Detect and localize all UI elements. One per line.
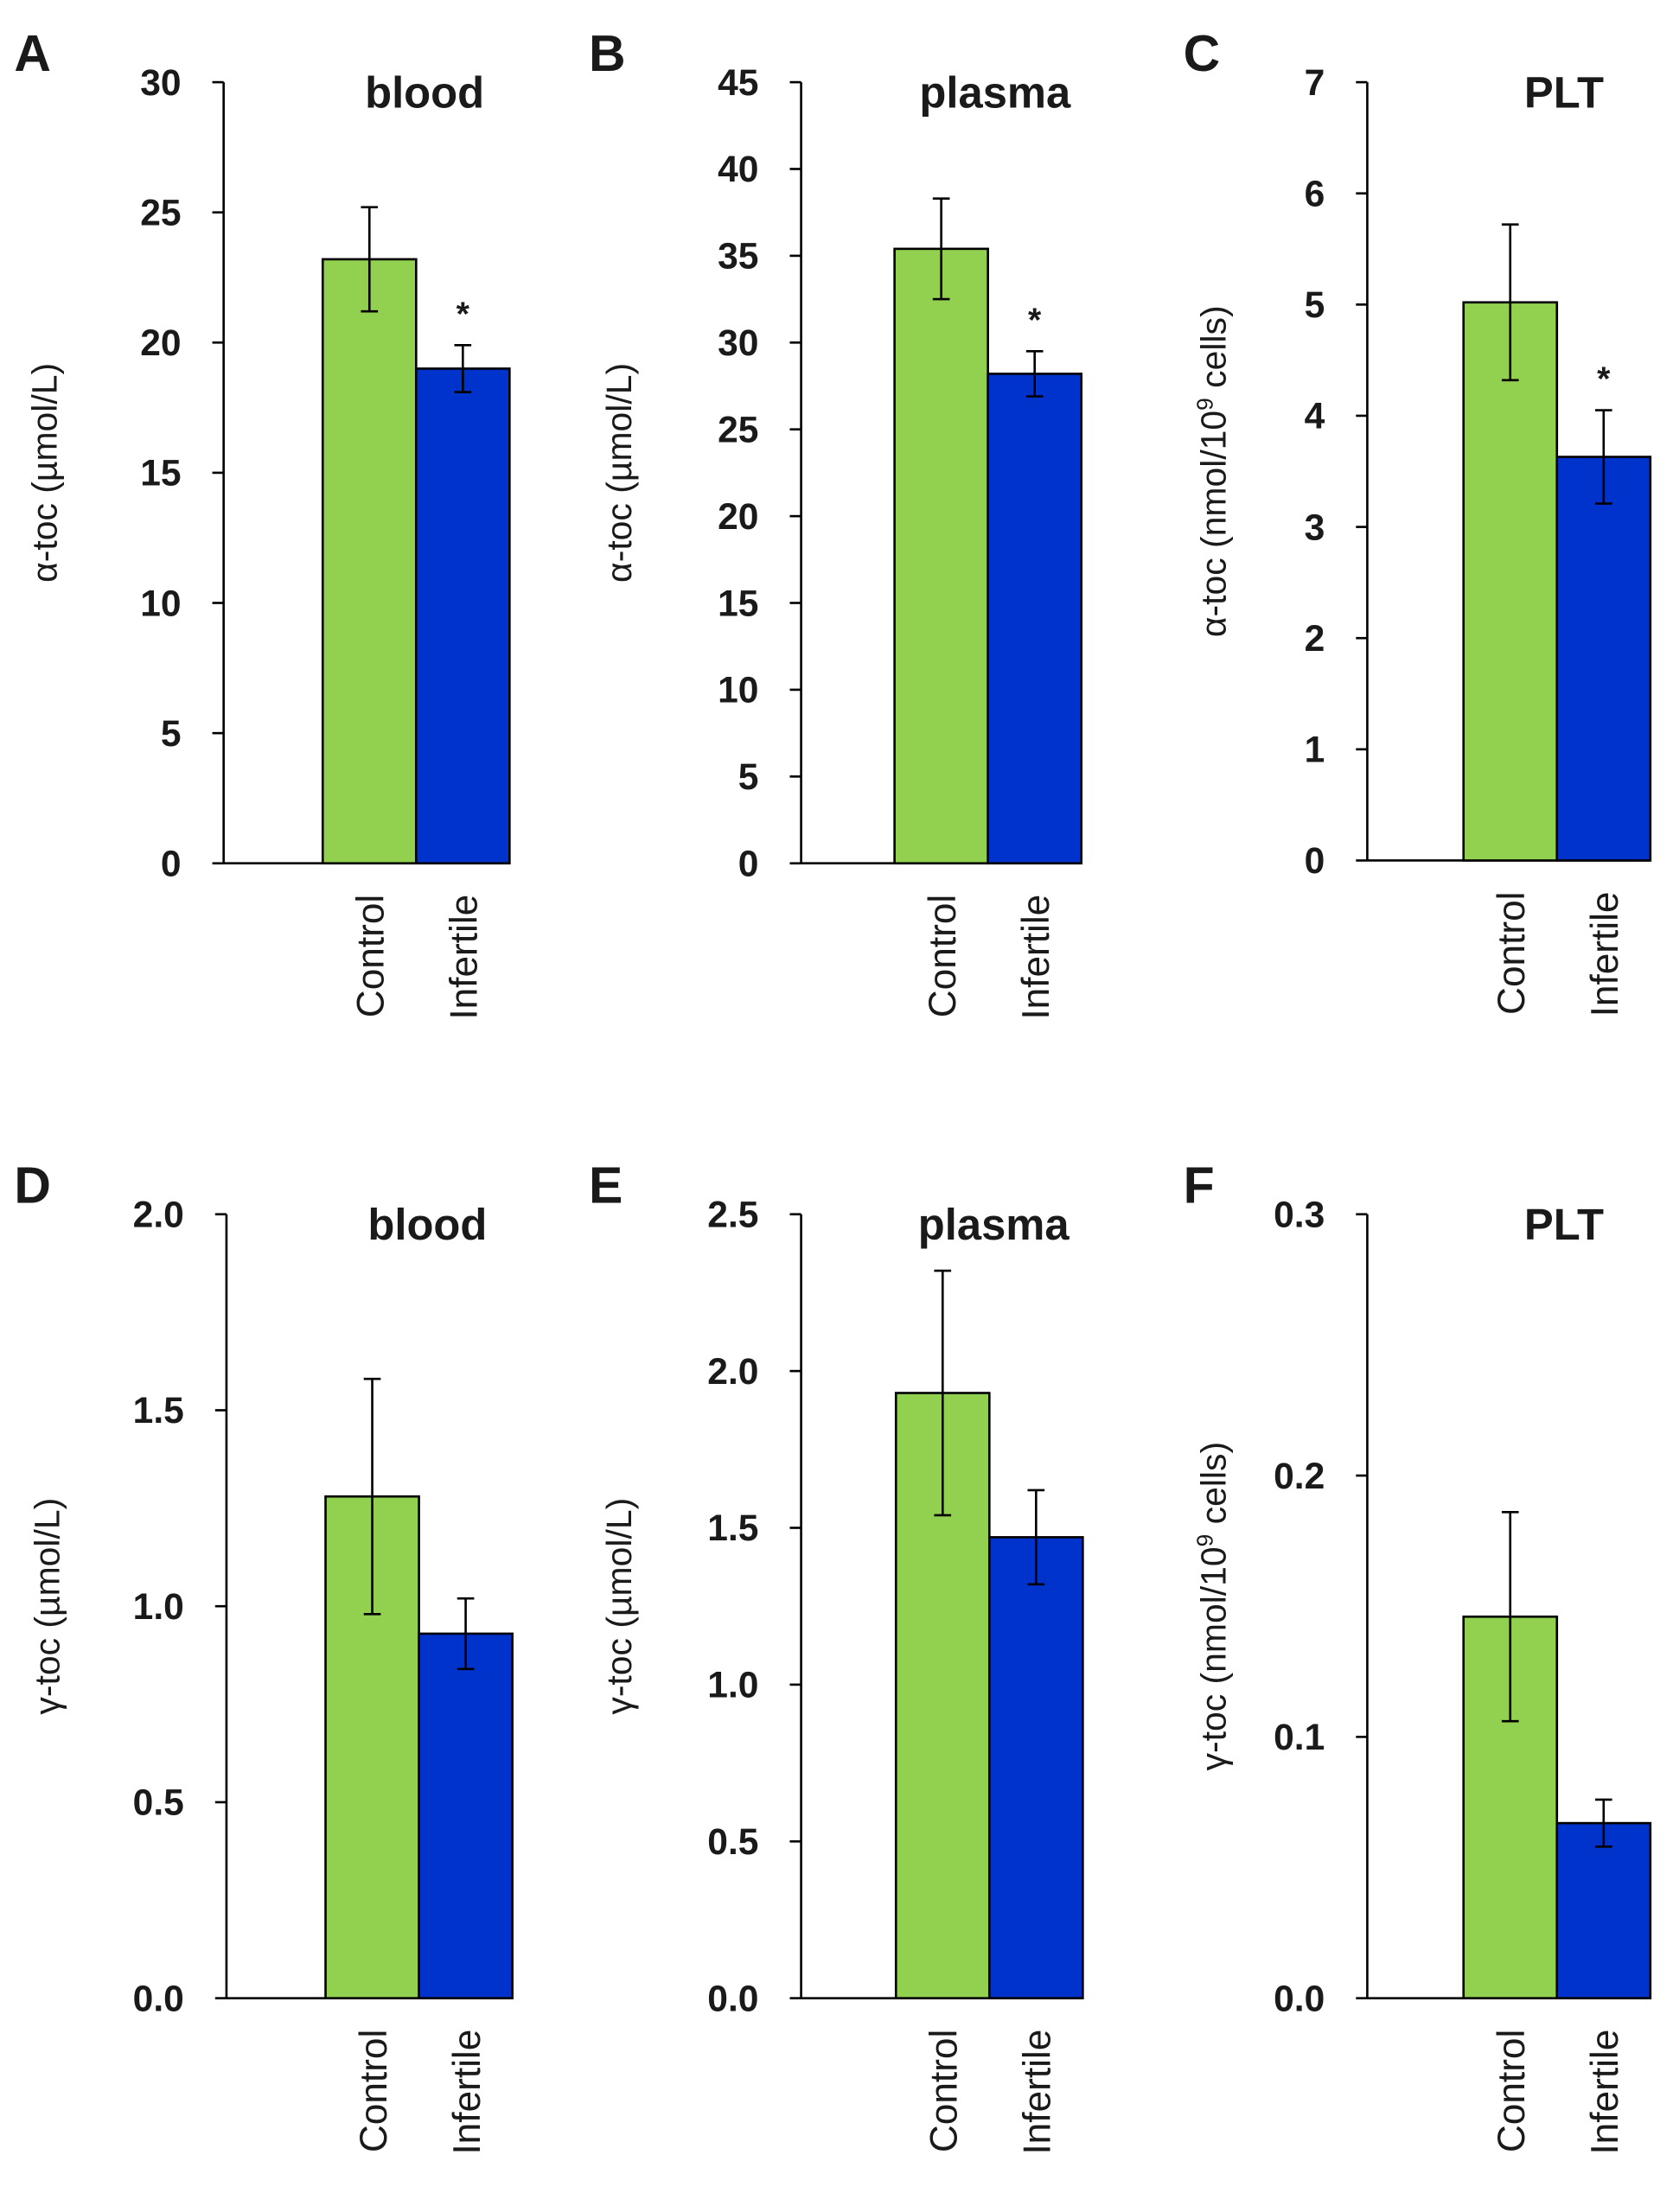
y-tick-label: 0.2: [1274, 1456, 1325, 1497]
bar-infertile: [418, 1632, 514, 1999]
y-tick-label: 4: [1305, 396, 1325, 437]
bar-infertile: [414, 367, 511, 865]
chart-title: PLT: [1524, 68, 1604, 118]
significance-marker: *: [1028, 301, 1042, 339]
panel-letter: C: [1184, 26, 1221, 82]
y-axis-label-part: γ-toc (µmol/L): [599, 1498, 639, 1715]
panel-f: F PLT γ-toc (nmol/109 cells) 0.0 0.1 0.2 0.3 Co…: [1184, 1158, 1652, 2155]
y-axis-label: α-toc (nmol/109 cells): [1192, 305, 1234, 637]
x-tick-label: Control: [1491, 891, 1533, 1014]
y-axis-label-part: α-toc (µmol/L): [599, 363, 639, 583]
bar-infertile: [1555, 1821, 1652, 1999]
y-tick-label: 1.5: [133, 1390, 184, 1431]
x-tick-label: Control: [353, 2030, 395, 2152]
y-tick-label: 1.5: [707, 1508, 758, 1549]
y-tick-label: 20: [718, 496, 758, 538]
y-tick-label: 0: [1305, 840, 1325, 882]
y-tick-label: 3: [1305, 507, 1325, 548]
y-axis-label-superscript: 9: [1192, 398, 1218, 411]
chart-title: plasma: [918, 1200, 1070, 1249]
panel-letter: D: [14, 1158, 51, 1214]
significance-marker: *: [457, 295, 470, 333]
bar-infertile: [1555, 456, 1652, 862]
y-tick-label: 1.0: [707, 1665, 758, 1706]
y-tick-label: 15: [140, 453, 181, 494]
significance-marker: *: [1597, 360, 1611, 398]
y-axis-label-part: γ-toc (µmol/L): [28, 1498, 67, 1715]
y-tick-label: 30: [140, 62, 181, 104]
x-tick-label: Infertile: [446, 2030, 488, 2155]
y-axis-label-part: γ-toc (nmol/10: [1194, 1546, 1234, 1770]
chart-title: blood: [365, 68, 484, 118]
y-axis-label-part: α-toc (nmol/10: [1194, 411, 1234, 637]
chart-title: plasma: [919, 68, 1071, 118]
y-tick-label: 20: [140, 322, 181, 364]
panel-letter: F: [1184, 1158, 1215, 1214]
bar-infertile: [987, 1536, 1084, 1999]
y-tick-label: 2.5: [707, 1194, 758, 1235]
y-axis-label-part: cells): [1194, 1442, 1234, 1534]
chart-title: PLT: [1524, 1200, 1604, 1249]
y-tick-label: 15: [718, 583, 758, 624]
y-tick-label: 5: [161, 713, 182, 755]
chart-title: blood: [367, 1200, 487, 1249]
panel-letter: E: [589, 1158, 623, 1214]
x-tick-label: Infertile: [444, 895, 486, 1020]
y-tick-label: 25: [718, 409, 758, 450]
y-axis-label-part: α-toc (µmol/L): [24, 363, 64, 583]
y-tick-label: 0.0: [1274, 1978, 1325, 2019]
y-axis-label: γ-toc (nmol/109 cells): [1192, 1442, 1234, 1771]
panel-c: C PLT α-toc (nmol/109 cells) 0 1 2 3 4 5 6 7 Contro…: [1184, 26, 1652, 1017]
x-tick-label: Infertile: [1584, 891, 1626, 1017]
y-tick-label: 30: [718, 322, 758, 364]
y-tick-label: 0.0: [707, 1978, 758, 2019]
y-tick-label: 1.0: [133, 1586, 184, 1628]
panel-letter: A: [14, 26, 51, 82]
y-tick-label: 2.0: [707, 1351, 758, 1393]
y-tick-label: 0: [161, 843, 182, 884]
y-tick-label: 35: [718, 236, 758, 277]
bar-control: [1462, 301, 1559, 862]
x-tick-label: Infertile: [1017, 2030, 1059, 2155]
y-axis-label: γ-toc (µmol/L): [28, 1498, 67, 1715]
x-tick-label: Infertile: [1015, 895, 1057, 1020]
y-axis-label-superscript: 9: [1192, 1534, 1218, 1547]
y-tick-label: 2.0: [133, 1194, 184, 1235]
y-tick-label: 0.5: [133, 1782, 184, 1824]
x-tick-label: Control: [350, 895, 393, 1017]
y-axis-label-part: cells): [1194, 305, 1234, 398]
panel-letter: B: [589, 26, 626, 82]
y-tick-label: 25: [140, 192, 181, 233]
y-tick-label: 2: [1305, 618, 1325, 660]
x-tick-label: Control: [922, 895, 964, 1017]
y-tick-label: 40: [718, 149, 758, 190]
y-axis-label: γ-toc (µmol/L): [599, 1498, 639, 1715]
bar-infertile: [987, 373, 1083, 865]
y-tick-label: 45: [718, 62, 758, 104]
y-tick-label: 0.0: [133, 1978, 184, 2019]
y-tick-label: 0.3: [1274, 1194, 1325, 1235]
y-tick-label: 0.5: [707, 1821, 758, 1863]
y-tick-label: 0: [738, 843, 759, 884]
y-tick-label: 5: [1305, 284, 1325, 326]
x-tick-label: Control: [1491, 2030, 1533, 2152]
y-tick-label: 5: [738, 756, 759, 798]
bar-control: [893, 247, 989, 865]
y-axis-label: α-toc (µmol/L): [24, 363, 64, 583]
y-tick-label: 10: [718, 670, 758, 711]
y-axis-label: α-toc (µmol/L): [599, 363, 639, 583]
y-tick-label: 7: [1305, 62, 1325, 104]
y-tick-label: 10: [140, 583, 181, 624]
y-tick-label: 0.1: [1274, 1717, 1325, 1758]
y-tick-label: 1: [1305, 730, 1325, 771]
y-tick-label: 6: [1305, 173, 1325, 214]
bar-control: [321, 258, 418, 865]
x-tick-label: Infertile: [1584, 2030, 1626, 2155]
x-tick-label: Control: [923, 2030, 966, 2152]
